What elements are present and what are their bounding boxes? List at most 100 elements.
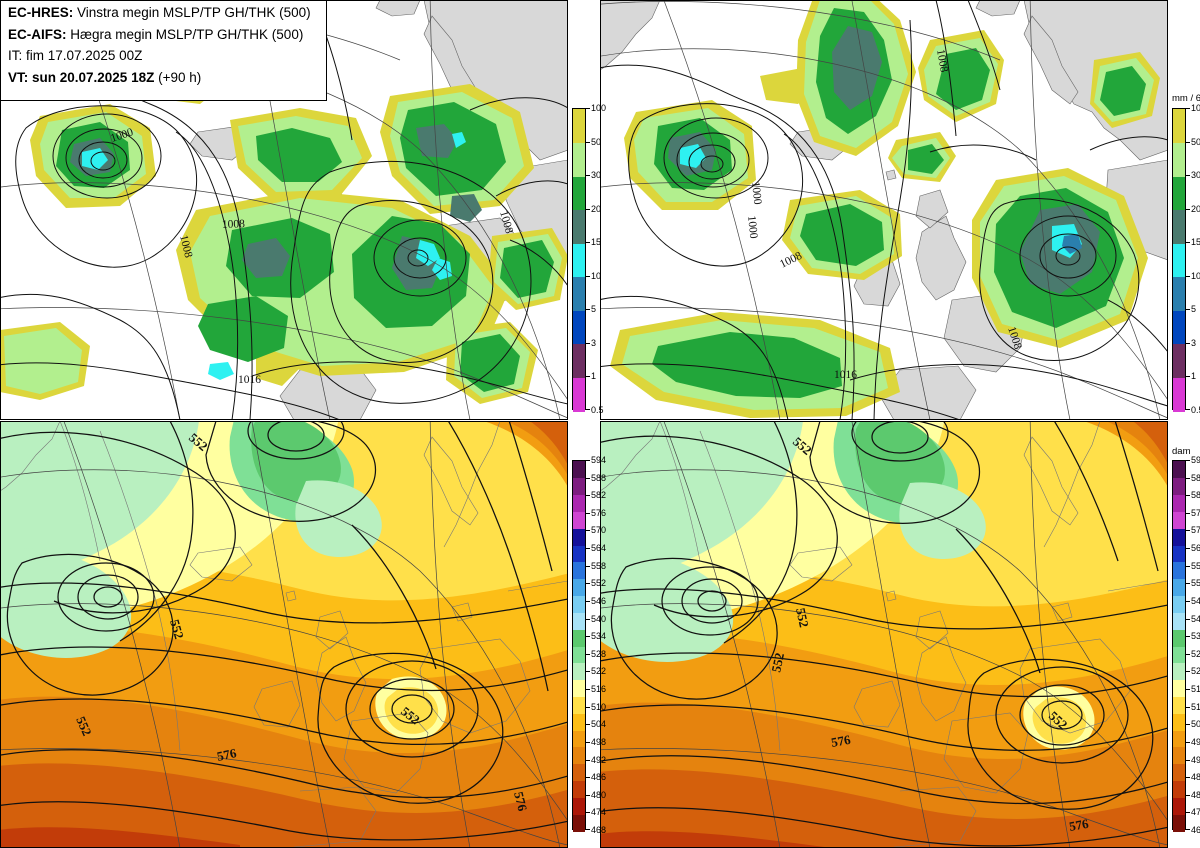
colorbar-swatch [1173,662,1185,681]
colorbar-swatch [1173,494,1185,513]
colorbar-tick-label: 100 [591,103,607,113]
colorbar-thickness-right[interactable]: dam 594 588 582 576 570 564 558 552 546 540 534 528… [1172,446,1200,835]
colorbar-swatch [573,730,585,748]
panel-bottom-left-ec-hres-gh-thk[interactable]: 552 552 552 576 552 576 [0,421,568,848]
legend-row-ec-aifs: EC-AIFS: Hægra megin MSLP/TP GH/THK (500… [8,27,320,42]
colorbar-tick-label: 516 [591,684,607,695]
colorbar-precip-right[interactable]: mm / 6h 100 50 30 20 15 10 5 3 1 0.5 [1172,93,1200,415]
precip-shading [0,68,568,404]
colorbar-tick-label: 582 [591,490,607,501]
colorbar-swatch [573,679,585,698]
colorbar-tick [585,618,590,620]
contour-label-552c: 552 [768,651,787,673]
colorbar-swatch [1173,612,1185,630]
colorbar-tick [585,342,590,344]
colorbar-swatch [573,276,585,311]
colorbar-tick-label: 486 [591,772,607,783]
colorbar-tick-label: 546 [1191,595,1200,606]
colorbar-swatch [1173,780,1185,798]
legend-row-init-time: IT: fim 17.07.2025 00Z [8,49,320,63]
colorbar-swatch [1173,730,1185,748]
colorbar-swatch [1173,109,1185,144]
contour-label-1008b: 1008 [222,218,246,231]
colorbar-swatch [573,528,585,546]
colorbar-tick-label: 0.5 [1191,405,1200,415]
colorbar-swatch [1173,713,1185,731]
legend-row-ec-hres: EC-HRES: Vinstra megin MSLP/TP GH/THK (5… [8,6,320,20]
colorbar-tick [1185,689,1190,691]
colorbar-tick-label: 486 [1191,772,1200,783]
colorbar-tick-label: 558 [591,560,607,571]
colorbar-swatch [1173,629,1185,647]
colorbar-swatch [573,343,585,379]
colorbar-tick-label: 1 [1191,371,1197,382]
colorbar-tick [585,376,590,378]
legend-info-box: EC-HRES: Vinstra megin MSLP/TP GH/THK (5… [0,0,327,101]
panel-top-left-ec-hres-mslp-tp[interactable]: 1000 1008 1008 1016 1008 [0,0,568,420]
colorbar-tick-label: 480 [591,789,607,800]
colorbar-swatch [1173,477,1185,496]
colorbar-swatch [573,477,585,496]
colorbar-tick [585,583,590,585]
colorbar-tick [1185,636,1190,638]
colorbar-swatch [573,578,585,597]
colorbar-swatch [573,595,585,613]
colorbar-swatch [1173,561,1185,580]
colorbar-tick [585,636,590,638]
colorbar-swatch [1173,377,1185,412]
colorbar-swatch [573,377,585,412]
colorbar-swatch [573,797,585,815]
colorbar-tick-label: 15 [591,237,602,248]
colorbar-swatch [573,646,585,664]
contour-label-576: 576 [830,732,852,750]
thickness-fill [600,421,1168,848]
colorbar-tick-label: 480 [1191,789,1200,800]
colorbar-swatch [573,461,585,479]
colorbar-swatch [1173,243,1185,278]
colorbar-tick [1185,108,1190,109]
colorbar-tick-label: 50 [591,136,602,147]
colorbar-tick [585,759,590,761]
colorbar-tick [1185,477,1190,479]
colorbar-swatch [1173,595,1185,613]
colorbar-tick-label: 522 [591,666,607,677]
colorbar-tick-label: 468 [1191,825,1200,835]
colorbar-swatch [573,696,585,714]
legend-label-vt: VT: [8,69,29,85]
colorbar-tick [585,741,590,743]
colorbar-tick-label: 570 [1191,525,1200,536]
colorbar-tick-label: 0.5 [591,405,604,415]
colorbar-tick-label: 492 [591,754,607,765]
legend-label-ec-hres: EC-HRES: [8,5,74,20]
colorbar-swatch [1173,746,1185,765]
colorbar-tick [1185,309,1190,311]
colorbar-tick [585,477,590,479]
colorbar-tick-label: 504 [1191,719,1200,730]
colorbar-tick-label: 558 [1191,560,1200,571]
colorbar-swatch [1173,209,1185,244]
colorbar-swatch [573,243,585,278]
colorbar-swatch [1173,528,1185,546]
colorbar-thickness-left[interactable]: 594 588 582 576 570 564 558 552 546 540 534 528 522 5… [572,456,606,835]
colorbar-tick-label: 564 [591,543,607,554]
panel-top-right-ec-aifs-mslp-tp[interactable]: 1000 1000 1008 1008 1016 1008 [600,0,1168,420]
colorbar-thickness-unit: dam [1172,446,1191,457]
colorbar-tick [585,689,590,691]
colorbar-tick [1185,409,1190,410]
legend-value-vt: sun 20.07.2025 18Z [28,69,155,85]
panel-bottom-right-ec-aifs-gh-thk[interactable]: 552 552 552 576 552 576 [600,421,1168,848]
colorbar-swatch [1173,679,1185,698]
colorbar-swatch [1173,545,1185,563]
colorbar-tick-label: 474 [591,807,607,818]
colorbar-tick [585,829,590,830]
colorbar-swatch [573,629,585,647]
colorbar-swatch [1173,343,1185,379]
colorbar-tick-label: 3 [1191,337,1197,348]
legend-text-ec-hres: Vinstra megin MSLP/TP GH/THK (500) [73,5,311,20]
colorbar-precip-left[interactable]: 100 50 30 20 15 10 5 3 1 0.5 [572,104,606,415]
colorbar-tick [1185,460,1190,461]
colorbar-tick [1185,812,1190,814]
colorbar-tick [585,671,590,673]
colorbar-tick-label: 588 [1191,472,1200,483]
colorbar-precip-unit: mm / 6h [1172,93,1200,104]
